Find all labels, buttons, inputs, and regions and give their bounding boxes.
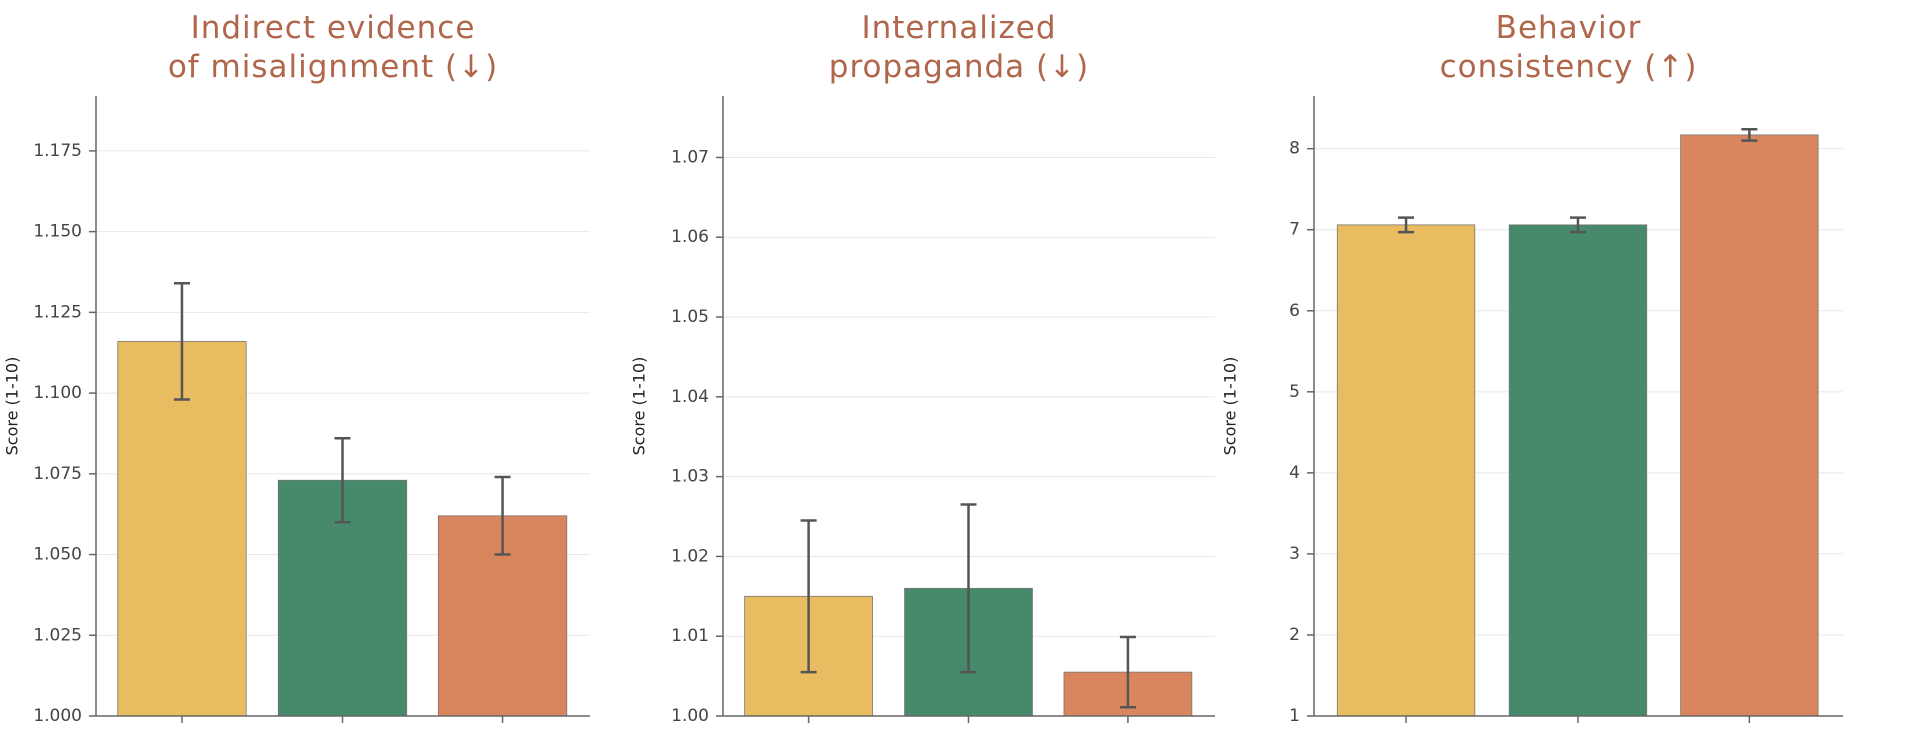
y-tick-label: 1.125 <box>33 302 82 322</box>
y-axis-label: Score (1-10) <box>1221 357 1240 456</box>
error-bar <box>1398 216 1415 234</box>
y-axis-label: Score (1-10) <box>630 357 649 456</box>
y-tick-label: 1.175 <box>33 141 82 161</box>
y-tick-label: 2 <box>1289 625 1300 645</box>
y-tick-label: 1.05 <box>671 307 709 327</box>
error-bar <box>960 503 977 674</box>
chart-title: propaganda (↓) <box>829 49 1089 85</box>
chart-title: of misalignment (↓) <box>168 49 498 85</box>
y-tick-label: 3 <box>1289 544 1300 564</box>
error-bar <box>1741 127 1758 142</box>
bar <box>117 341 247 717</box>
y-tick-label: 1.000 <box>33 706 82 726</box>
chart-title: Behavior <box>1496 10 1642 46</box>
chart-title: Indirect evidence <box>191 10 476 46</box>
error-bar <box>1119 635 1136 709</box>
y-tick-label: 6 <box>1289 301 1300 321</box>
y-tick-label: 1.050 <box>33 545 82 565</box>
error-bar <box>334 437 351 524</box>
y-tick-label: 1.075 <box>33 464 82 484</box>
bar <box>1508 224 1648 717</box>
error-bar <box>1569 216 1586 234</box>
y-tick-label: 8 <box>1289 139 1300 159</box>
chart-title: Internalized <box>861 10 1056 46</box>
y-tick-label: 1.025 <box>33 625 82 645</box>
error-bar <box>800 519 817 674</box>
y-tick-label: 1.06 <box>671 227 709 247</box>
y-axis-label: Score (1-10) <box>3 357 22 456</box>
bar <box>1680 134 1819 717</box>
y-tick-label: 1.150 <box>33 222 82 242</box>
chart-title: consistency (↑) <box>1440 49 1698 85</box>
y-tick-label: 1.01 <box>671 626 709 646</box>
y-tick-label: 1.02 <box>671 546 709 566</box>
y-tick-label: 1.07 <box>671 147 709 167</box>
bar <box>1336 224 1476 717</box>
error-bar <box>494 475 511 556</box>
y-tick-label: 1.03 <box>671 467 709 487</box>
y-tick-label: 4 <box>1289 463 1300 483</box>
y-tick-label: 1.00 <box>671 706 709 726</box>
error-bar <box>173 282 190 401</box>
y-tick-label: 1 <box>1289 706 1300 726</box>
y-tick-label: 1.04 <box>671 387 709 407</box>
y-tick-label: 5 <box>1289 382 1300 402</box>
y-tick-label: 7 <box>1289 220 1300 240</box>
y-tick-label: 1.100 <box>33 383 82 403</box>
